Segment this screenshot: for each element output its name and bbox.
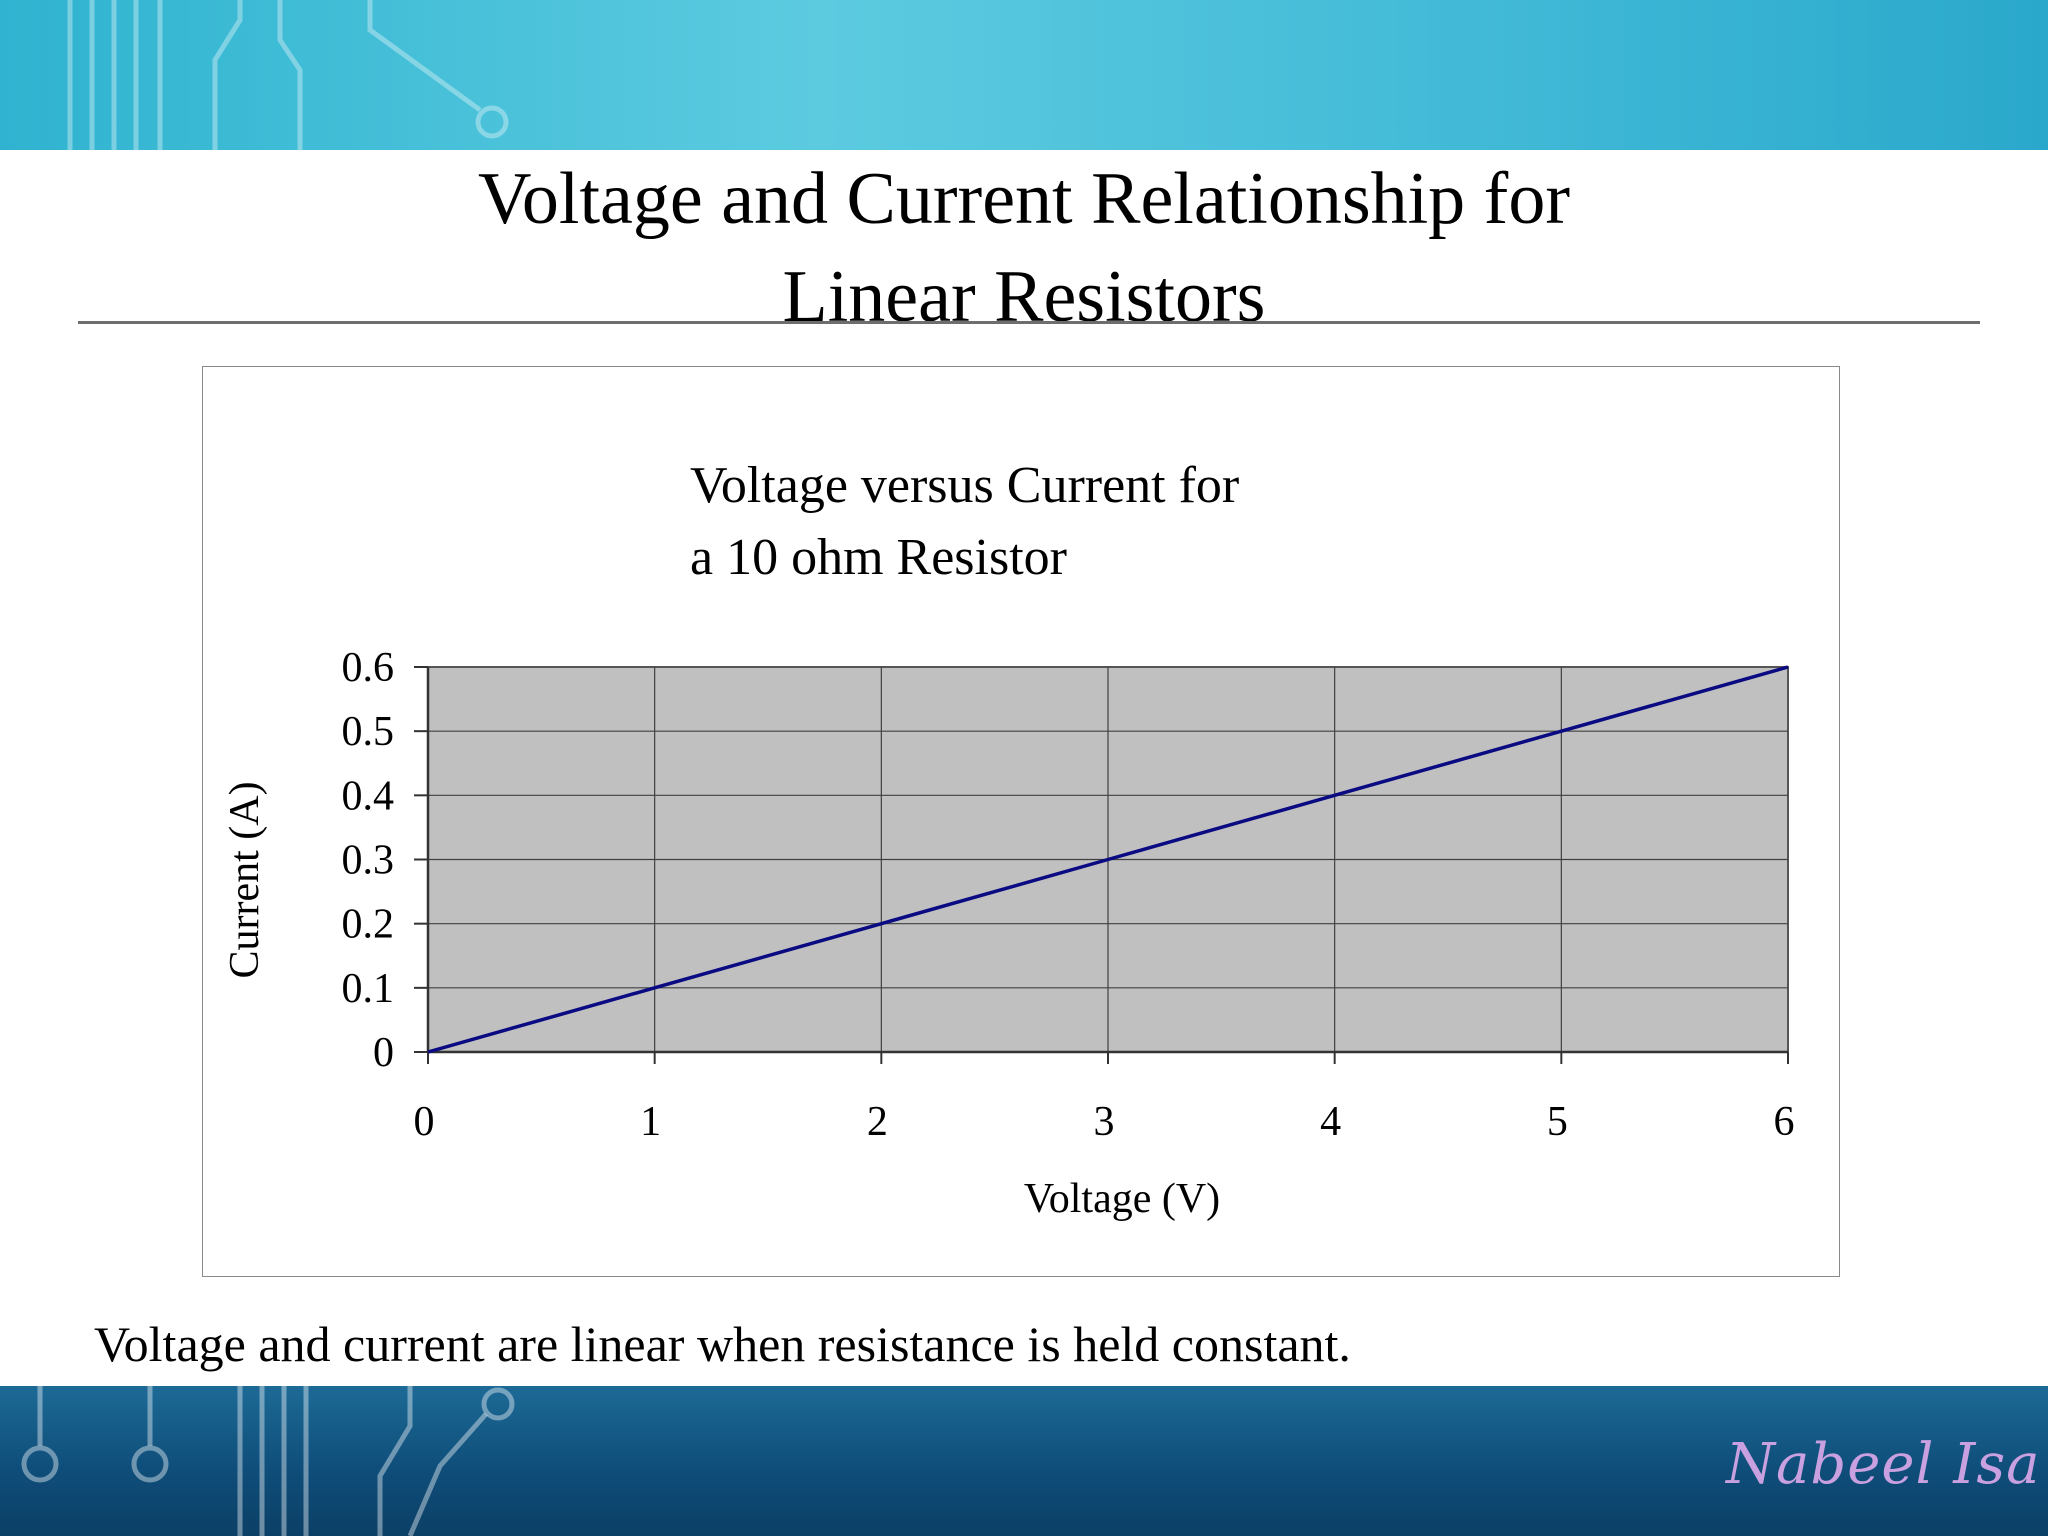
bottom-banner: Nabeel Isa [0,1386,2048,1536]
tick-labels: 0 1 2 3 4 5 6 0 0.1 0.2 0.3 0.4 0.5 0.6 [342,645,1795,1145]
y-axis-label: Current (A) [222,781,268,978]
chart-title: Voltage versus Current for a 10 ohm Resi… [690,457,1240,586]
x-tick-label: 0 [414,1099,435,1145]
x-tick-label: 5 [1547,1099,1568,1145]
x-tick-label: 2 [867,1099,888,1145]
y-tick-label: 0.6 [342,645,395,691]
x-tick-label: 1 [640,1099,661,1145]
series-line [427,665,1789,1054]
y-tick-label: 0.3 [342,838,395,884]
watermark-signature: Nabeel Isa [1726,1432,2041,1497]
y-tick-label: 0.1 [342,966,395,1012]
axes [426,667,1788,1054]
y-tick-label: 0.5 [342,709,395,755]
circuit-pattern-bottom [21,1386,515,1536]
slide-caption: Voltage and current are linear when resi… [94,1316,1351,1372]
x-axis-label: Voltage (V) [1024,1176,1220,1222]
top-banner [0,0,2048,150]
x-tick-label: 3 [1094,1099,1115,1145]
x-tick-label: 6 [1774,1099,1795,1145]
slide-title: Voltage and Current Relationship for Lin… [478,158,1570,338]
y-tick-label: 0.4 [342,773,395,819]
title-divider [78,321,1980,324]
y-tick-label: 0 [373,1030,394,1076]
x-tick-label: 4 [1320,1099,1341,1145]
series-group [427,665,1789,1054]
tick-marks [414,666,1789,1064]
circuit-pattern-top [67,0,509,150]
y-tick-label: 0.2 [342,902,395,948]
